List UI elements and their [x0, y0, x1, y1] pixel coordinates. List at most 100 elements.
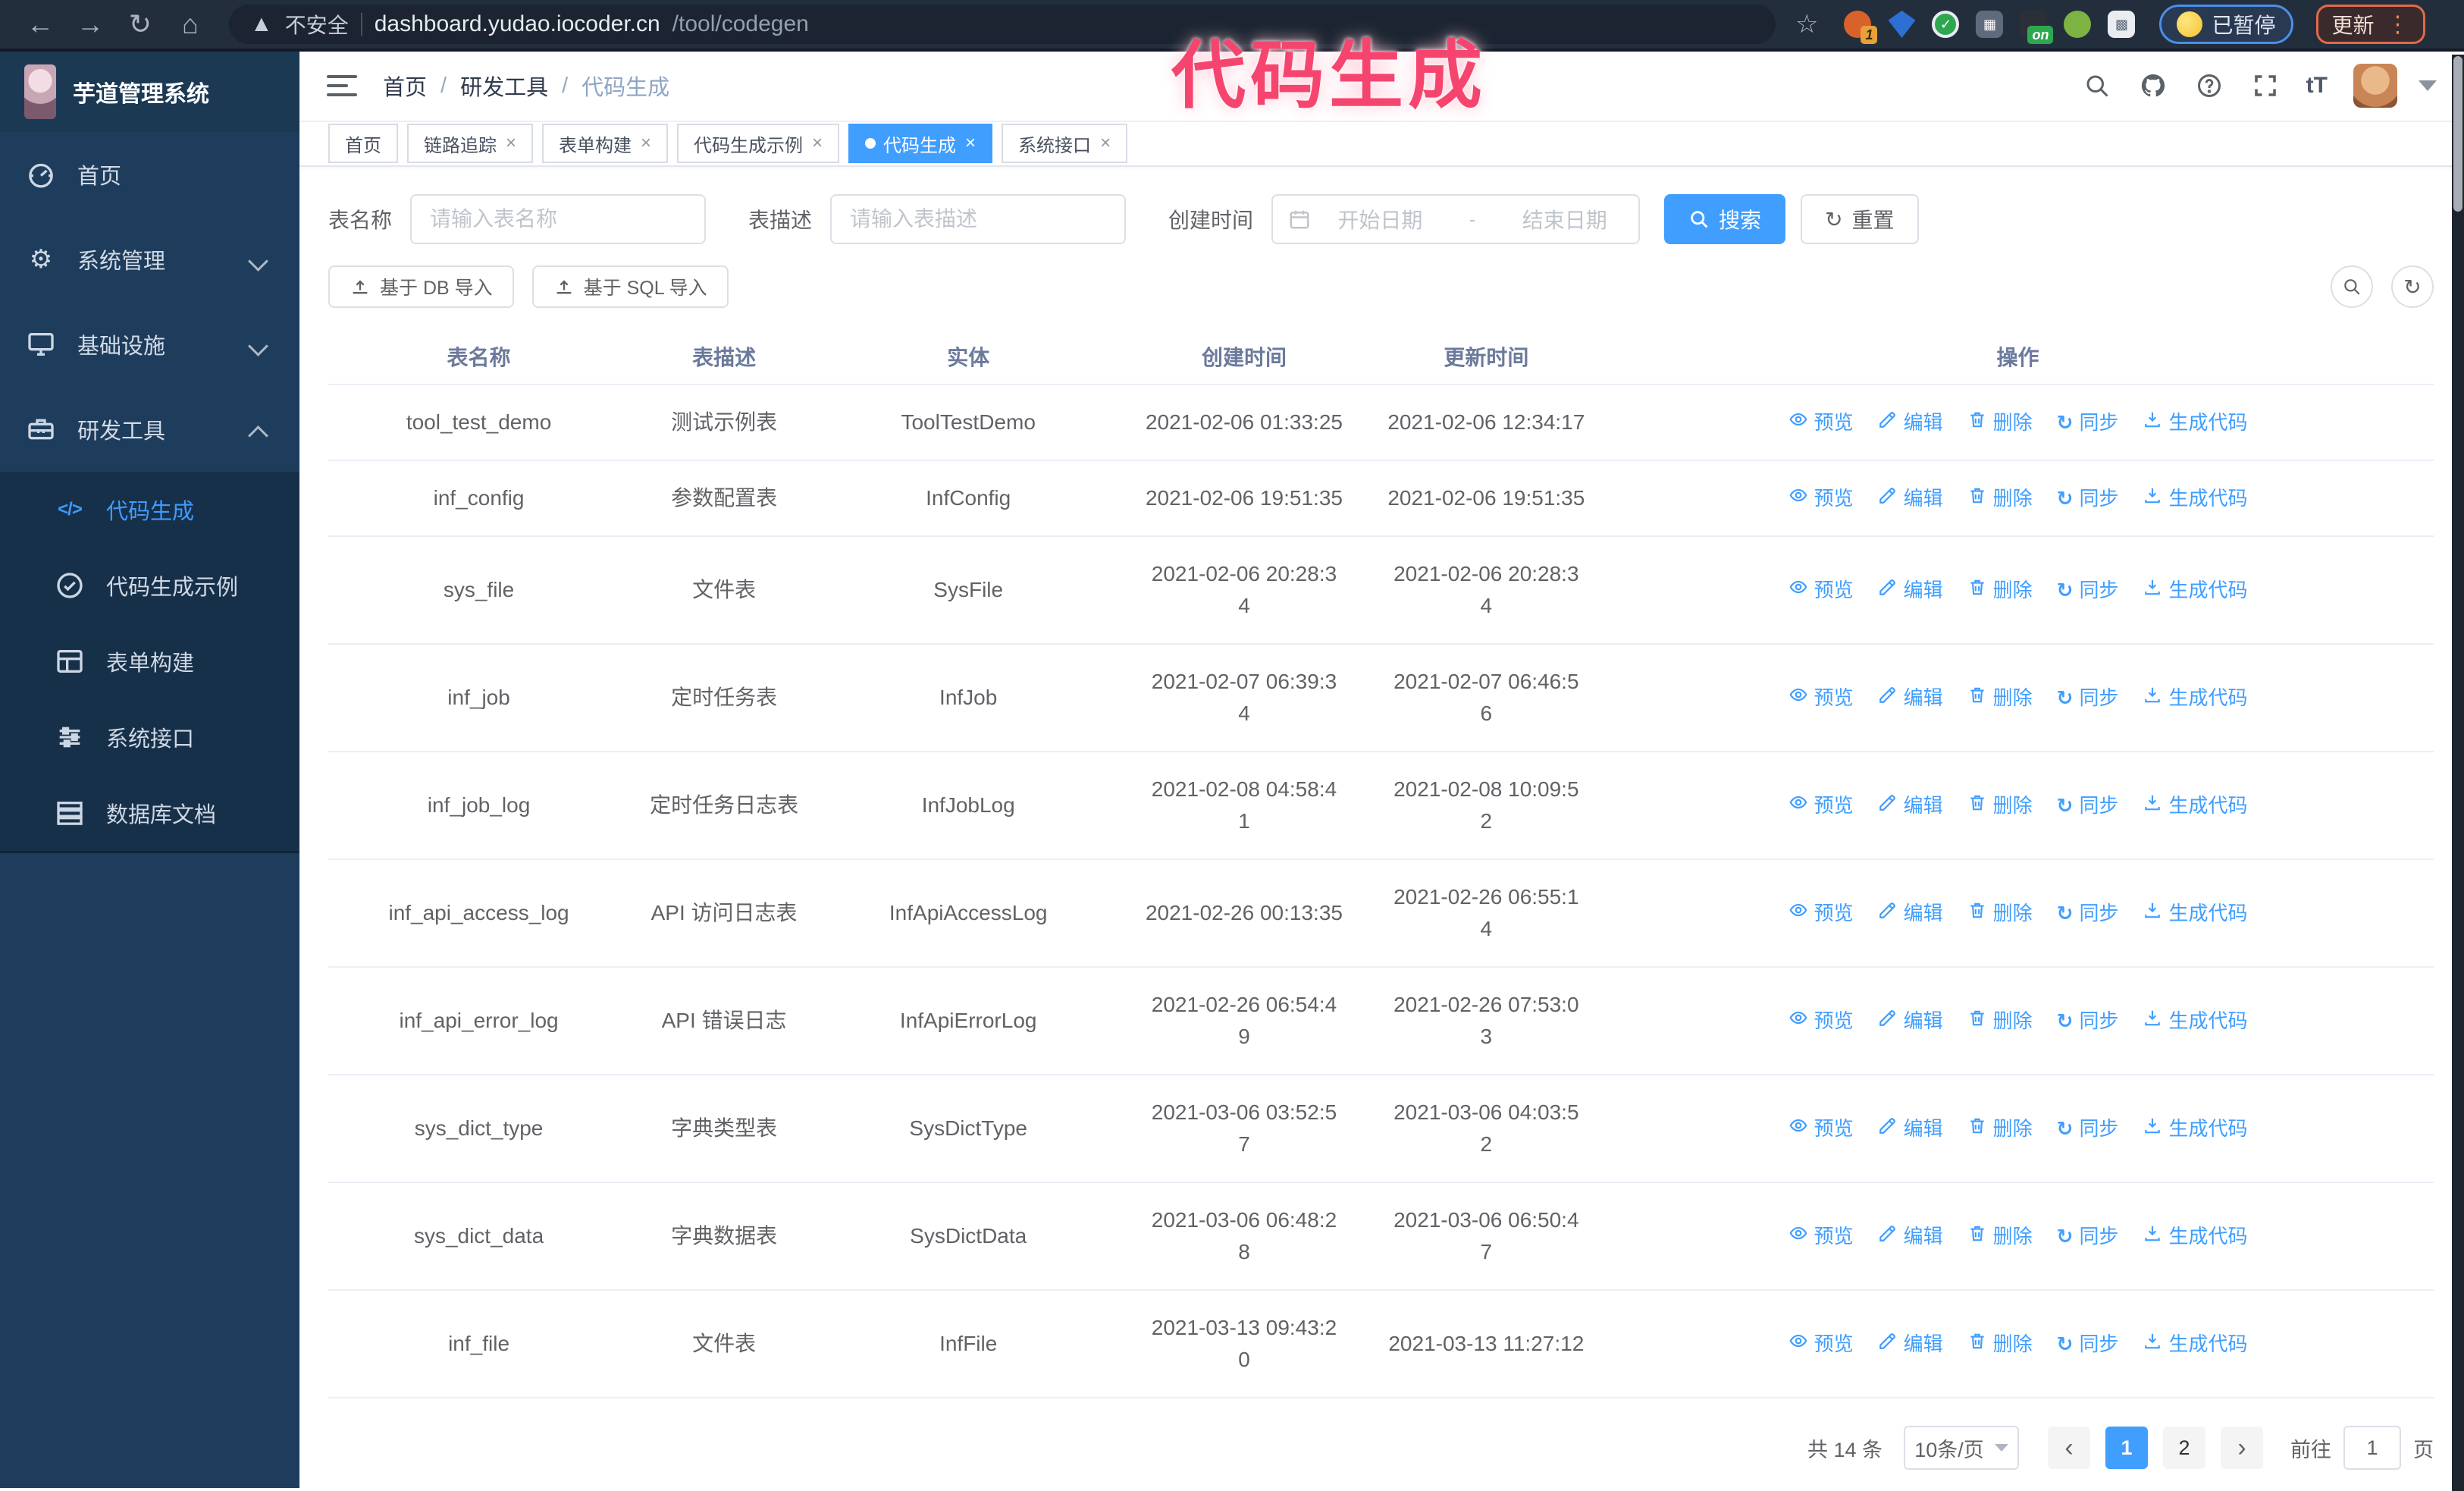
- action-generate-code[interactable]: 生成代码: [2143, 482, 2247, 514]
- action-edit[interactable]: 编辑: [1878, 789, 1943, 821]
- help-icon[interactable]: [2194, 71, 2224, 101]
- caret-down-icon[interactable]: [2419, 80, 2437, 92]
- import-sql-button[interactable]: 基于 SQL 导入: [531, 265, 729, 308]
- sidebar-subitem-code[interactable]: </> 代码生成: [0, 472, 299, 548]
- security-warning-icon[interactable]: ▲: [250, 11, 273, 36]
- tab-close-icon[interactable]: ×: [812, 133, 823, 154]
- tab-首页[interactable]: 首页: [328, 124, 398, 164]
- action-delete[interactable]: 删除: [1967, 1220, 2033, 1252]
- action-generate-code[interactable]: 生成代码: [2143, 682, 2247, 714]
- avatar[interactable]: [2353, 64, 2397, 108]
- tab-close-icon[interactable]: ×: [506, 133, 517, 154]
- home-icon[interactable]: ⌂: [182, 8, 199, 39]
- action-preview[interactable]: 预览: [1788, 1328, 1854, 1360]
- breadcrumb-item[interactable]: 首页: [383, 76, 428, 101]
- action-preview[interactable]: 预览: [1788, 406, 1854, 438]
- action-preview[interactable]: 预览: [1788, 482, 1854, 514]
- action-preview[interactable]: 预览: [1788, 574, 1854, 606]
- tab-链路追踪[interactable]: 链路追踪 ×: [407, 124, 534, 164]
- puzzle-extensions-icon[interactable]: ▩: [2108, 11, 2136, 38]
- refresh-circle-icon[interactable]: ↻: [2391, 265, 2434, 308]
- action-delete[interactable]: 删除: [1967, 1113, 2033, 1144]
- table-name-input[interactable]: [410, 194, 707, 244]
- tab-close-icon[interactable]: ×: [1100, 133, 1111, 154]
- browser-update-button[interactable]: 更新 ⋮: [2315, 5, 2425, 44]
- action-sync[interactable]: ↻ 同步: [2057, 1220, 2119, 1252]
- action-preview[interactable]: 预览: [1788, 1113, 1854, 1144]
- tab-系统接口[interactable]: 系统接口 ×: [1002, 124, 1128, 164]
- paused-pill-button[interactable]: 已暂停: [2159, 5, 2293, 44]
- browser-scrollbar[interactable]: [2452, 55, 2464, 1491]
- next-page-button[interactable]: ›: [2221, 1427, 2263, 1469]
- font-size-icon[interactable]: tT: [2306, 73, 2328, 99]
- action-generate-code[interactable]: 生成代码: [2143, 406, 2247, 438]
- action-sync[interactable]: ↻ 同步: [2057, 1328, 2119, 1360]
- action-sync[interactable]: ↻ 同步: [2057, 897, 2119, 929]
- date-range-picker[interactable]: 开始日期 - 结束日期: [1271, 194, 1641, 244]
- bookmark-star-icon[interactable]: ☆: [1795, 10, 1819, 39]
- action-sync[interactable]: ↻ 同步: [2057, 406, 2119, 438]
- tab-代码生成示例[interactable]: 代码生成示例 ×: [677, 124, 840, 164]
- grid-extension-icon[interactable]: ▦: [1976, 11, 2004, 38]
- sidebar-item-monitor[interactable]: 基础设施: [0, 302, 299, 387]
- sidebar-item-dashboard[interactable]: 首页: [0, 132, 299, 217]
- action-generate-code[interactable]: 生成代码: [2143, 1220, 2247, 1252]
- action-generate-code[interactable]: 生成代码: [2143, 897, 2247, 929]
- fullscreen-icon[interactable]: [2250, 71, 2281, 101]
- action-edit[interactable]: 编辑: [1878, 1220, 1943, 1252]
- blue-gem-extension-icon[interactable]: [1888, 11, 1916, 38]
- tab-close-icon[interactable]: ×: [965, 133, 977, 154]
- reset-button[interactable]: ↻ 重置: [1801, 194, 1919, 244]
- sidebar-fold-icon[interactable]: [327, 75, 357, 97]
- page-size-select[interactable]: 10条/页: [1904, 1426, 2019, 1470]
- action-generate-code[interactable]: 生成代码: [2143, 789, 2247, 821]
- action-delete[interactable]: 删除: [1967, 897, 2033, 929]
- action-sync[interactable]: ↻ 同步: [2057, 482, 2119, 514]
- action-delete[interactable]: 删除: [1967, 1328, 2033, 1360]
- search-button[interactable]: 搜索: [1664, 194, 1786, 244]
- action-sync[interactable]: ↻ 同步: [2057, 1113, 2119, 1144]
- sidebar-subitem-api[interactable]: 系统接口: [0, 699, 299, 775]
- action-edit[interactable]: 编辑: [1878, 1113, 1943, 1144]
- search-circle-icon[interactable]: [2331, 265, 2373, 308]
- address-bar[interactable]: ▲ 不安全 dashboard.yudao.iocoder.cn/tool/co…: [229, 5, 1776, 44]
- table-desc-input[interactable]: [830, 194, 1127, 244]
- back-icon[interactable]: ←: [27, 8, 54, 39]
- tab-close-icon[interactable]: ×: [641, 133, 652, 154]
- goto-page-input[interactable]: [2343, 1426, 2401, 1470]
- search-icon[interactable]: [2082, 71, 2112, 101]
- action-sync[interactable]: ↻ 同步: [2057, 682, 2119, 714]
- action-delete[interactable]: 删除: [1967, 574, 2033, 606]
- green-robot-extension-icon[interactable]: [2064, 11, 2092, 38]
- action-preview[interactable]: 预览: [1788, 1220, 1854, 1252]
- action-sync[interactable]: ↻ 同步: [2057, 574, 2119, 606]
- breadcrumb-item[interactable]: 研发工具: [460, 76, 549, 101]
- action-edit[interactable]: 编辑: [1878, 482, 1943, 514]
- github-icon[interactable]: [2138, 71, 2168, 101]
- import-db-button[interactable]: 基于 DB 导入: [328, 265, 514, 308]
- security-label[interactable]: 不安全: [284, 14, 349, 37]
- green-check-extension-icon[interactable]: ✓: [1932, 11, 1960, 38]
- action-preview[interactable]: 预览: [1788, 1005, 1854, 1037]
- page-button-1[interactable]: 1: [2105, 1427, 2148, 1469]
- action-preview[interactable]: 预览: [1788, 682, 1854, 714]
- action-edit[interactable]: 编辑: [1878, 406, 1943, 438]
- page-button-2[interactable]: 2: [2163, 1427, 2205, 1469]
- sidebar-item-toolbox[interactable]: 研发工具: [0, 387, 299, 472]
- action-preview[interactable]: 预览: [1788, 897, 1854, 929]
- action-sync[interactable]: ↻ 同步: [2057, 789, 2119, 821]
- logo-row[interactable]: 芋道管理系统: [0, 52, 299, 132]
- sidebar-subitem-dbdoc[interactable]: 数据库文档: [0, 775, 299, 851]
- action-generate-code[interactable]: 生成代码: [2143, 1005, 2247, 1037]
- sidebar-subitem-example[interactable]: 代码生成示例: [0, 548, 299, 623]
- tab-代码生成[interactable]: 代码生成 ×: [848, 124, 993, 164]
- action-delete[interactable]: 删除: [1967, 789, 2033, 821]
- action-delete[interactable]: 删除: [1967, 482, 2033, 514]
- action-edit[interactable]: 编辑: [1878, 897, 1943, 929]
- action-preview[interactable]: 预览: [1788, 789, 1854, 821]
- orange-extension-icon[interactable]: 1: [1844, 11, 1878, 44]
- reload-icon[interactable]: ↻: [128, 8, 152, 39]
- action-generate-code[interactable]: 生成代码: [2143, 574, 2247, 606]
- action-edit[interactable]: 编辑: [1878, 574, 1943, 606]
- sidebar-item-gear[interactable]: ⚙ 系统管理: [0, 217, 299, 302]
